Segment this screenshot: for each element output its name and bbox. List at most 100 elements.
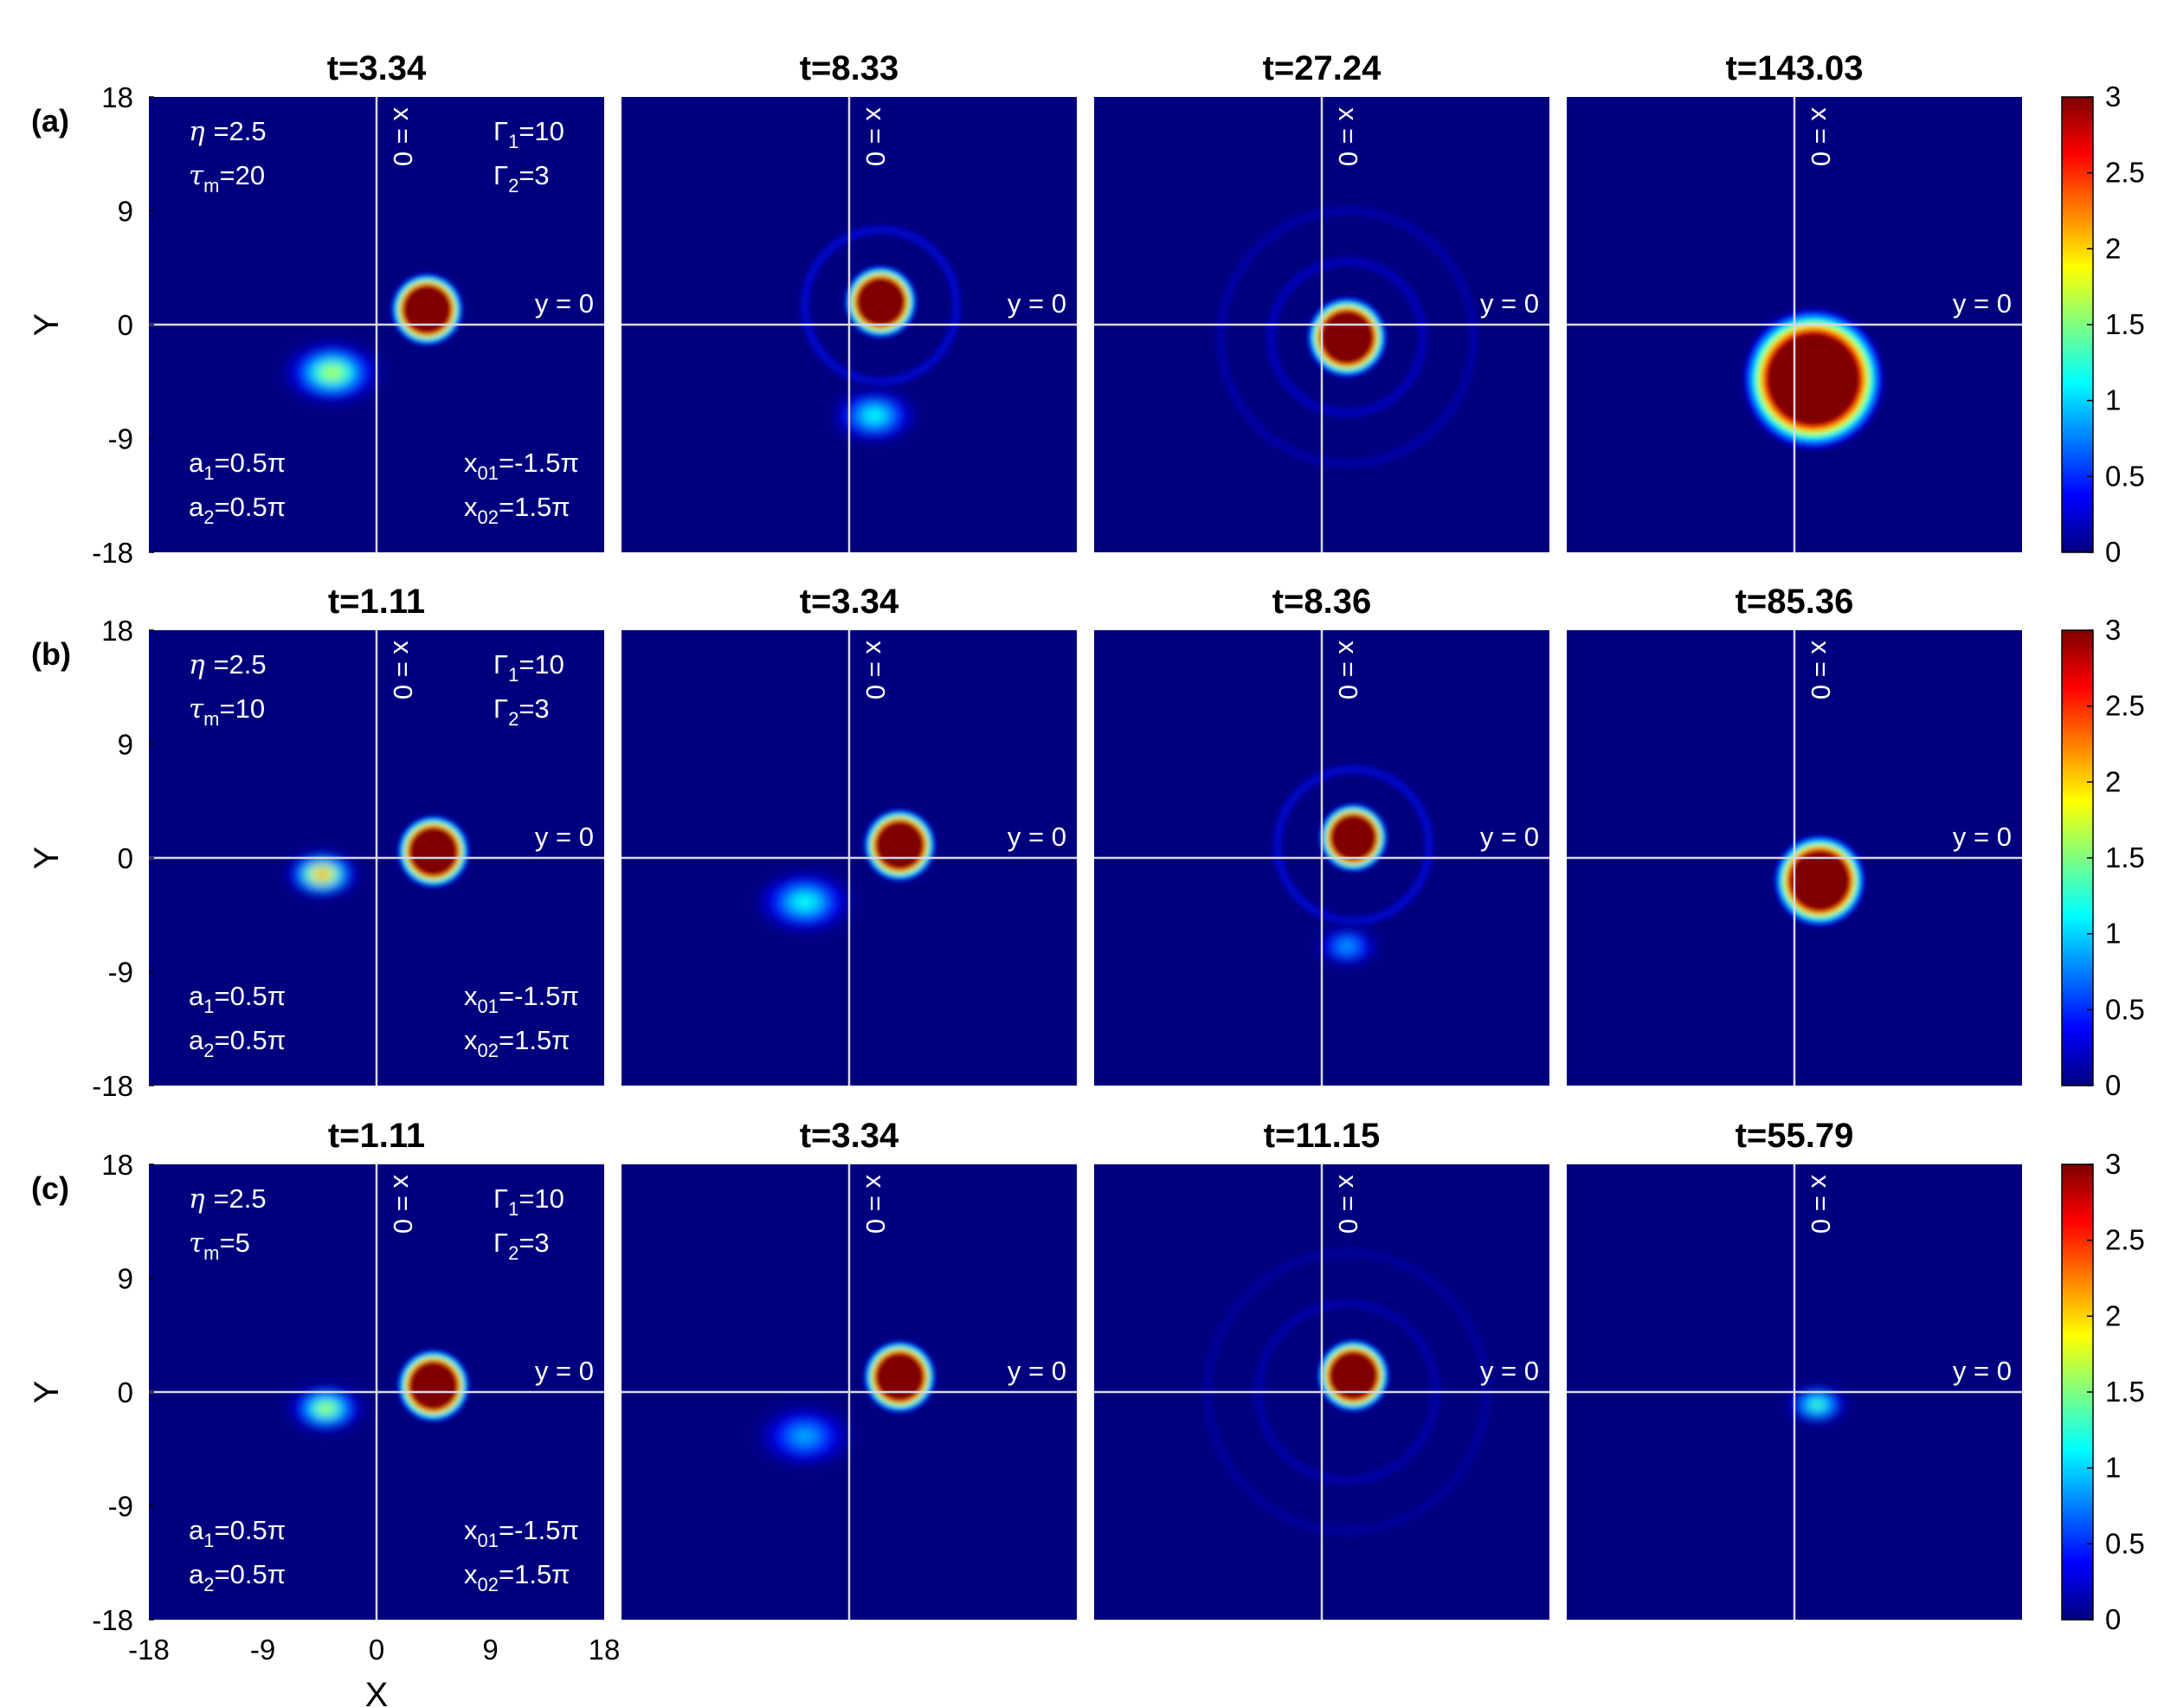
y-tick-label: 18 bbox=[101, 81, 133, 113]
param-gamma2: Γ2=3 bbox=[493, 1228, 550, 1264]
heatmap-panel: t=1.11 x = 0 y = 0 η =2.5 τm=5 Γ1=10 Γ2=3 a1=0.… bbox=[28, 1117, 620, 1708]
x-tick-label: 0 bbox=[369, 1634, 384, 1666]
panel-title: t=27.24 bbox=[1263, 49, 1382, 87]
y-tick-label: 9 bbox=[118, 729, 133, 761]
y-zero-label: y = 0 bbox=[1008, 822, 1066, 852]
y-zero-label: y = 0 bbox=[535, 1356, 594, 1386]
y-tick-label: -18 bbox=[92, 1070, 133, 1102]
x-tick-label: -18 bbox=[128, 1634, 170, 1666]
param-x01: x01=-1.5π bbox=[464, 448, 579, 484]
colorbar-tick-label: 0 bbox=[2105, 1069, 2121, 1101]
param-x02: x02=1.5π bbox=[464, 1559, 570, 1595]
x-zero-label: x = 0 bbox=[860, 107, 891, 166]
wave-ring bbox=[1216, 206, 1478, 468]
x-zero-label: x = 0 bbox=[1806, 107, 1836, 166]
y-tick-label: 9 bbox=[118, 196, 133, 228]
param-gamma2: Γ2=3 bbox=[493, 160, 550, 197]
x-zero-label: x = 0 bbox=[1806, 1175, 1836, 1234]
y-zero-label: y = 0 bbox=[1480, 288, 1539, 319]
condensate-blob bbox=[1316, 1337, 1391, 1414]
condensate-blob bbox=[862, 1339, 937, 1415]
y-axis-label: Y bbox=[28, 847, 66, 870]
x-tick-label: 18 bbox=[589, 1634, 621, 1666]
y-zero-label: y = 0 bbox=[1480, 1356, 1539, 1386]
param-eta: η =2.5 bbox=[189, 1183, 267, 1215]
colorbar-tick-label: 0.5 bbox=[2105, 993, 2145, 1025]
colorbar: 3 2.5 2 1.5 1 0.5 0 bbox=[2061, 614, 2145, 1101]
colorbar-tick-label: 1 bbox=[2105, 384, 2121, 416]
x-zero-label: x = 0 bbox=[860, 1175, 891, 1234]
colorbar-tick-label: 3 bbox=[2105, 614, 2121, 646]
param-x02: x02=1.5π bbox=[464, 1025, 570, 1061]
y-tick-label: 9 bbox=[118, 1263, 133, 1295]
param-a2: a2=0.5π bbox=[189, 1025, 286, 1061]
heatmap-panel: t=8.33 x = 0 y = 0 bbox=[622, 49, 1077, 552]
x-tick-label: 9 bbox=[482, 1634, 498, 1666]
y-tick-label: 0 bbox=[118, 1376, 133, 1408]
colorbar-tick-label: 1 bbox=[2105, 918, 2121, 950]
param-gamma2: Γ2=3 bbox=[493, 693, 550, 730]
y-zero-label: y = 0 bbox=[535, 822, 594, 852]
param-gamma1: Γ1=10 bbox=[493, 1183, 564, 1220]
param-tau-m: τm=20 bbox=[189, 160, 265, 197]
param-a2: a2=0.5π bbox=[189, 492, 286, 528]
fragment-blob bbox=[281, 848, 363, 900]
colorbar-tick-label: 0 bbox=[2105, 1603, 2121, 1635]
wave-ring bbox=[1272, 764, 1434, 926]
x-zero-label: x = 0 bbox=[860, 641, 891, 699]
param-a1: a1=0.5π bbox=[189, 448, 286, 484]
heatmap-panel: t=27.24 x = 0 y = 0 bbox=[1094, 49, 1549, 552]
row-label: (a) bbox=[31, 103, 69, 139]
x-zero-label: x = 0 bbox=[388, 641, 418, 699]
colorbar: 3 2.5 2 1.5 1 0.5 0 bbox=[2061, 1148, 2145, 1635]
panel-title: t=3.34 bbox=[800, 583, 899, 621]
fragment-blob bbox=[823, 383, 925, 448]
colorbar-tick-label: 2 bbox=[2105, 1299, 2121, 1331]
y-zero-label: y = 0 bbox=[1953, 822, 2012, 852]
y-axis-label: Y bbox=[28, 313, 66, 337]
param-x02: x02=1.5π bbox=[464, 492, 570, 528]
y-tick-label: 18 bbox=[101, 615, 133, 647]
colorbar-tick-label: 3 bbox=[2105, 1148, 2121, 1180]
y-tick-label: -9 bbox=[108, 1491, 133, 1523]
colorbar-tick-label: 3 bbox=[2105, 81, 2121, 113]
x-axis-label: X bbox=[365, 1676, 389, 1708]
y-zero-label: y = 0 bbox=[1008, 288, 1066, 319]
heatmap-panel: t=1.11 x = 0 y = 0 η =2.5 τm=10 Γ1=10 Γ2=3 a1=0… bbox=[28, 583, 604, 1102]
param-x01: x01=-1.5π bbox=[464, 1515, 579, 1551]
panel-title: t=3.34 bbox=[800, 1117, 899, 1155]
heatmap-panel: t=3.34 x = 0 y = 0 bbox=[622, 1117, 1077, 1620]
condensate-blob bbox=[1317, 802, 1389, 873]
condensate-blob bbox=[862, 808, 937, 883]
wave-ring bbox=[800, 225, 962, 386]
colorbar-tick-label: 0 bbox=[2105, 536, 2121, 568]
x-zero-label: x = 0 bbox=[1333, 1175, 1363, 1234]
condensate-blob bbox=[390, 272, 465, 347]
heatmap-panel: t=8.36 x = 0 y = 0 bbox=[1094, 583, 1549, 1086]
y-tick-label: -18 bbox=[92, 537, 133, 569]
x-zero-label: x = 0 bbox=[1806, 641, 1836, 699]
x-zero-label: x = 0 bbox=[1333, 641, 1363, 699]
y-zero-label: y = 0 bbox=[1953, 1356, 2012, 1386]
colorbar-tick-label: 1.5 bbox=[2105, 308, 2145, 340]
colorbar-tick-label: 0.5 bbox=[2105, 1527, 2145, 1559]
param-tau-m: τm=10 bbox=[189, 693, 265, 730]
heatmap-panel: t=55.79 x = 0 y = 0 bbox=[1567, 1117, 2022, 1620]
param-a2: a2=0.5π bbox=[189, 1559, 286, 1595]
fragment-blob bbox=[746, 1399, 864, 1474]
param-tau-m: τm=5 bbox=[189, 1228, 250, 1264]
x-zero-label: x = 0 bbox=[388, 107, 418, 166]
fragment-blob bbox=[746, 865, 864, 940]
y-tick-label: 0 bbox=[118, 309, 133, 341]
panel-title: t=8.33 bbox=[800, 49, 899, 87]
colorbar-tick-label: 2.5 bbox=[2105, 690, 2145, 722]
row-b: (b) t=1.11 x = 0 y = 0 η =2.5 τm=10 Γ1=10 Γ2=3 a… bbox=[28, 583, 2145, 1102]
y-zero-label: y = 0 bbox=[535, 288, 594, 319]
y-tick-label: 18 bbox=[101, 1149, 133, 1181]
panel-title: t=8.36 bbox=[1272, 583, 1372, 621]
y-tick-label: -18 bbox=[92, 1604, 133, 1636]
row-a: (a) t=3.34 x = 0 y = 0 η =2.5 τm=20 Γ1=10 Γ2=3 a… bbox=[28, 49, 2145, 569]
y-zero-label: y = 0 bbox=[1953, 288, 2012, 319]
heatmap-panel: t=85.36 x = 0 y = 0 bbox=[1567, 583, 2022, 1086]
